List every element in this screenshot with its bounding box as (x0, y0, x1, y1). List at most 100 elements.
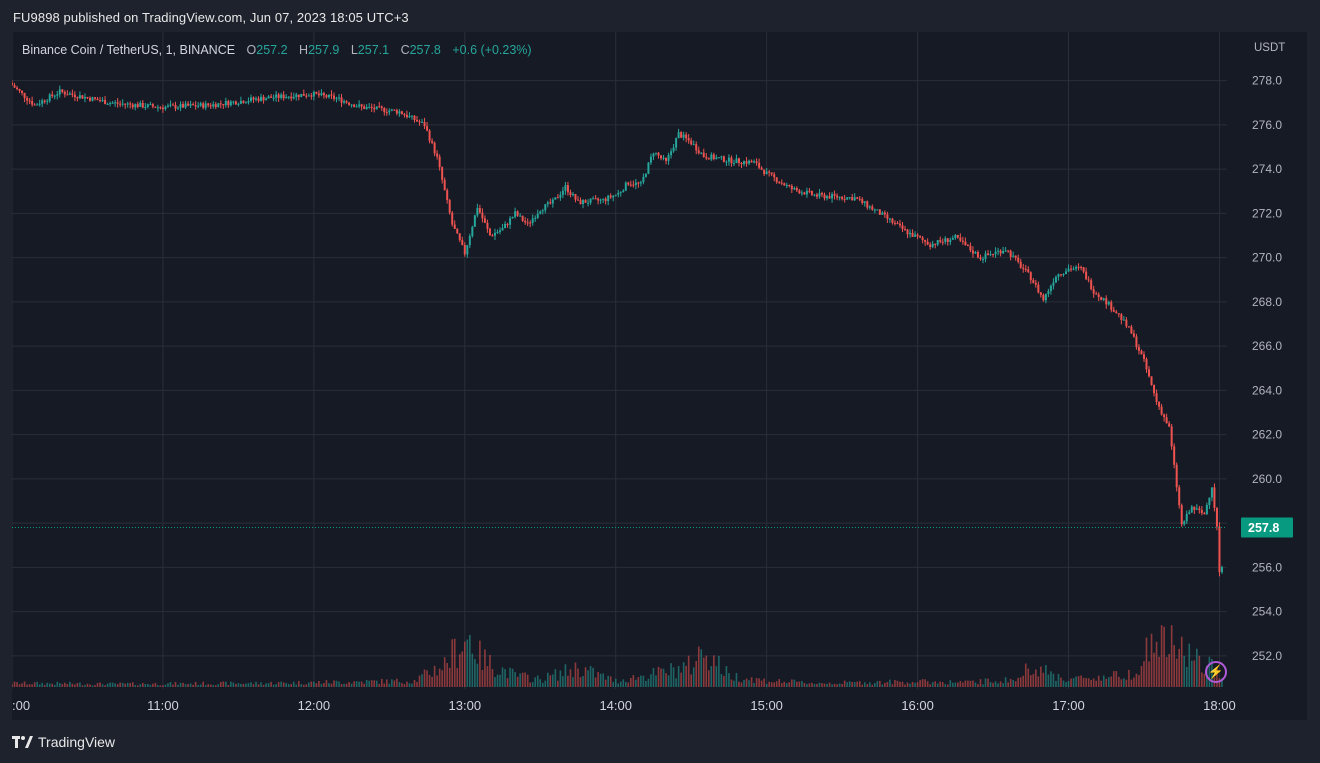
chart-area[interactable]: 278.0 276.0 274.0 272.0 270.0 268.0 266.0 264.0… (12, 32, 1307, 720)
candle-body (368, 106, 371, 108)
candle-body (275, 94, 278, 98)
volume-bar (868, 682, 871, 687)
candle-body (141, 102, 144, 108)
volume-bar (1118, 676, 1120, 687)
volume-bar (418, 675, 421, 687)
candle-body (1190, 506, 1193, 513)
volume-bar (202, 681, 204, 687)
candle-body (690, 140, 693, 145)
volume-bar (627, 682, 630, 687)
volume-bar (944, 684, 947, 687)
volume-bar (650, 674, 652, 687)
volume-bar (358, 681, 360, 687)
candle-body (1009, 250, 1012, 257)
volume-bar (924, 679, 926, 687)
candle-body (931, 243, 934, 247)
volume-bar (708, 670, 710, 687)
candle-body (23, 92, 26, 98)
candle-body (677, 132, 680, 139)
volume-bar (58, 683, 61, 687)
volume-bar (1102, 675, 1105, 687)
candle-body (76, 97, 79, 99)
candle-body (159, 107, 162, 109)
volume-bar (194, 681, 197, 687)
candle-body (129, 103, 132, 105)
candle-body (192, 104, 195, 106)
candle-body (78, 95, 81, 99)
candle-body (813, 194, 816, 196)
volume-bar (889, 679, 891, 687)
volume-bar (199, 684, 202, 687)
volume-bar (461, 651, 464, 687)
volume-bar (491, 669, 494, 687)
x-tick-label: 14:00 (599, 698, 632, 713)
volume-bar (1133, 677, 1135, 687)
candle-body (21, 90, 24, 93)
candle-body (763, 169, 766, 175)
candlestick-chart[interactable]: 278.0 276.0 274.0 272.0 270.0 268.0 266.0 264.0… (12, 32, 1307, 720)
candle-body (446, 190, 449, 200)
candle-body (602, 198, 605, 200)
candle-body (242, 100, 245, 103)
volume-bar (499, 674, 501, 687)
last-price-label: 257.8 (1248, 521, 1279, 535)
volume-bar (476, 663, 479, 687)
volume-bar (142, 682, 144, 687)
candle-body (964, 241, 967, 246)
volume-bar (624, 681, 627, 687)
y-tick-label: 278.0 (1252, 74, 1282, 88)
volume-bar (431, 676, 433, 687)
candle-body (549, 202, 552, 204)
candle-body (393, 109, 396, 111)
candle-body (292, 96, 295, 99)
candle-body (936, 240, 939, 245)
volume-bar (941, 682, 944, 687)
volume-bar (21, 683, 23, 687)
volume-bar (723, 675, 725, 687)
candle-body (1218, 526, 1221, 573)
candle-body (1044, 293, 1047, 301)
volume-bar (471, 653, 474, 687)
volume-bar (458, 654, 461, 687)
candle-body (496, 231, 499, 233)
volume-bar (594, 677, 597, 687)
candle-body (1017, 257, 1020, 262)
legend-low-label: L (350, 43, 358, 57)
volume-bar (1158, 656, 1160, 687)
lightning-icon[interactable]: ⚡ (1205, 661, 1227, 683)
candle-body (1012, 255, 1015, 257)
volume-bar (197, 685, 199, 687)
candle-body (443, 179, 446, 191)
volume-bar (172, 684, 174, 687)
candle-body (330, 94, 333, 96)
volume-bar (969, 680, 972, 687)
volume-bar (720, 673, 723, 687)
volume-bar (494, 677, 496, 687)
volume-bar (391, 679, 393, 687)
candle-body (944, 238, 947, 242)
volume-bar (1138, 675, 1140, 687)
volume-bar (187, 683, 189, 687)
candle-body (483, 218, 486, 223)
volume-bar (841, 684, 843, 687)
candle-body (433, 142, 436, 154)
volume-bar (763, 678, 765, 687)
volume-bar (1175, 658, 1178, 687)
candle-body (1007, 250, 1010, 252)
candle-body (101, 99, 104, 101)
candle-body (529, 222, 532, 224)
volume-bar (894, 680, 896, 687)
candle-body (509, 218, 512, 225)
candle-body (86, 97, 89, 99)
candle-body (843, 199, 846, 201)
candle-body (675, 138, 678, 148)
candle-body (33, 104, 36, 106)
volume-bar (1188, 643, 1191, 687)
candle-body (202, 103, 205, 108)
candle-body (164, 106, 167, 110)
candle-body (800, 192, 803, 194)
candle-body (579, 200, 582, 205)
candle-body (1115, 311, 1118, 314)
candle-body (355, 106, 358, 108)
candle-body (426, 126, 429, 131)
